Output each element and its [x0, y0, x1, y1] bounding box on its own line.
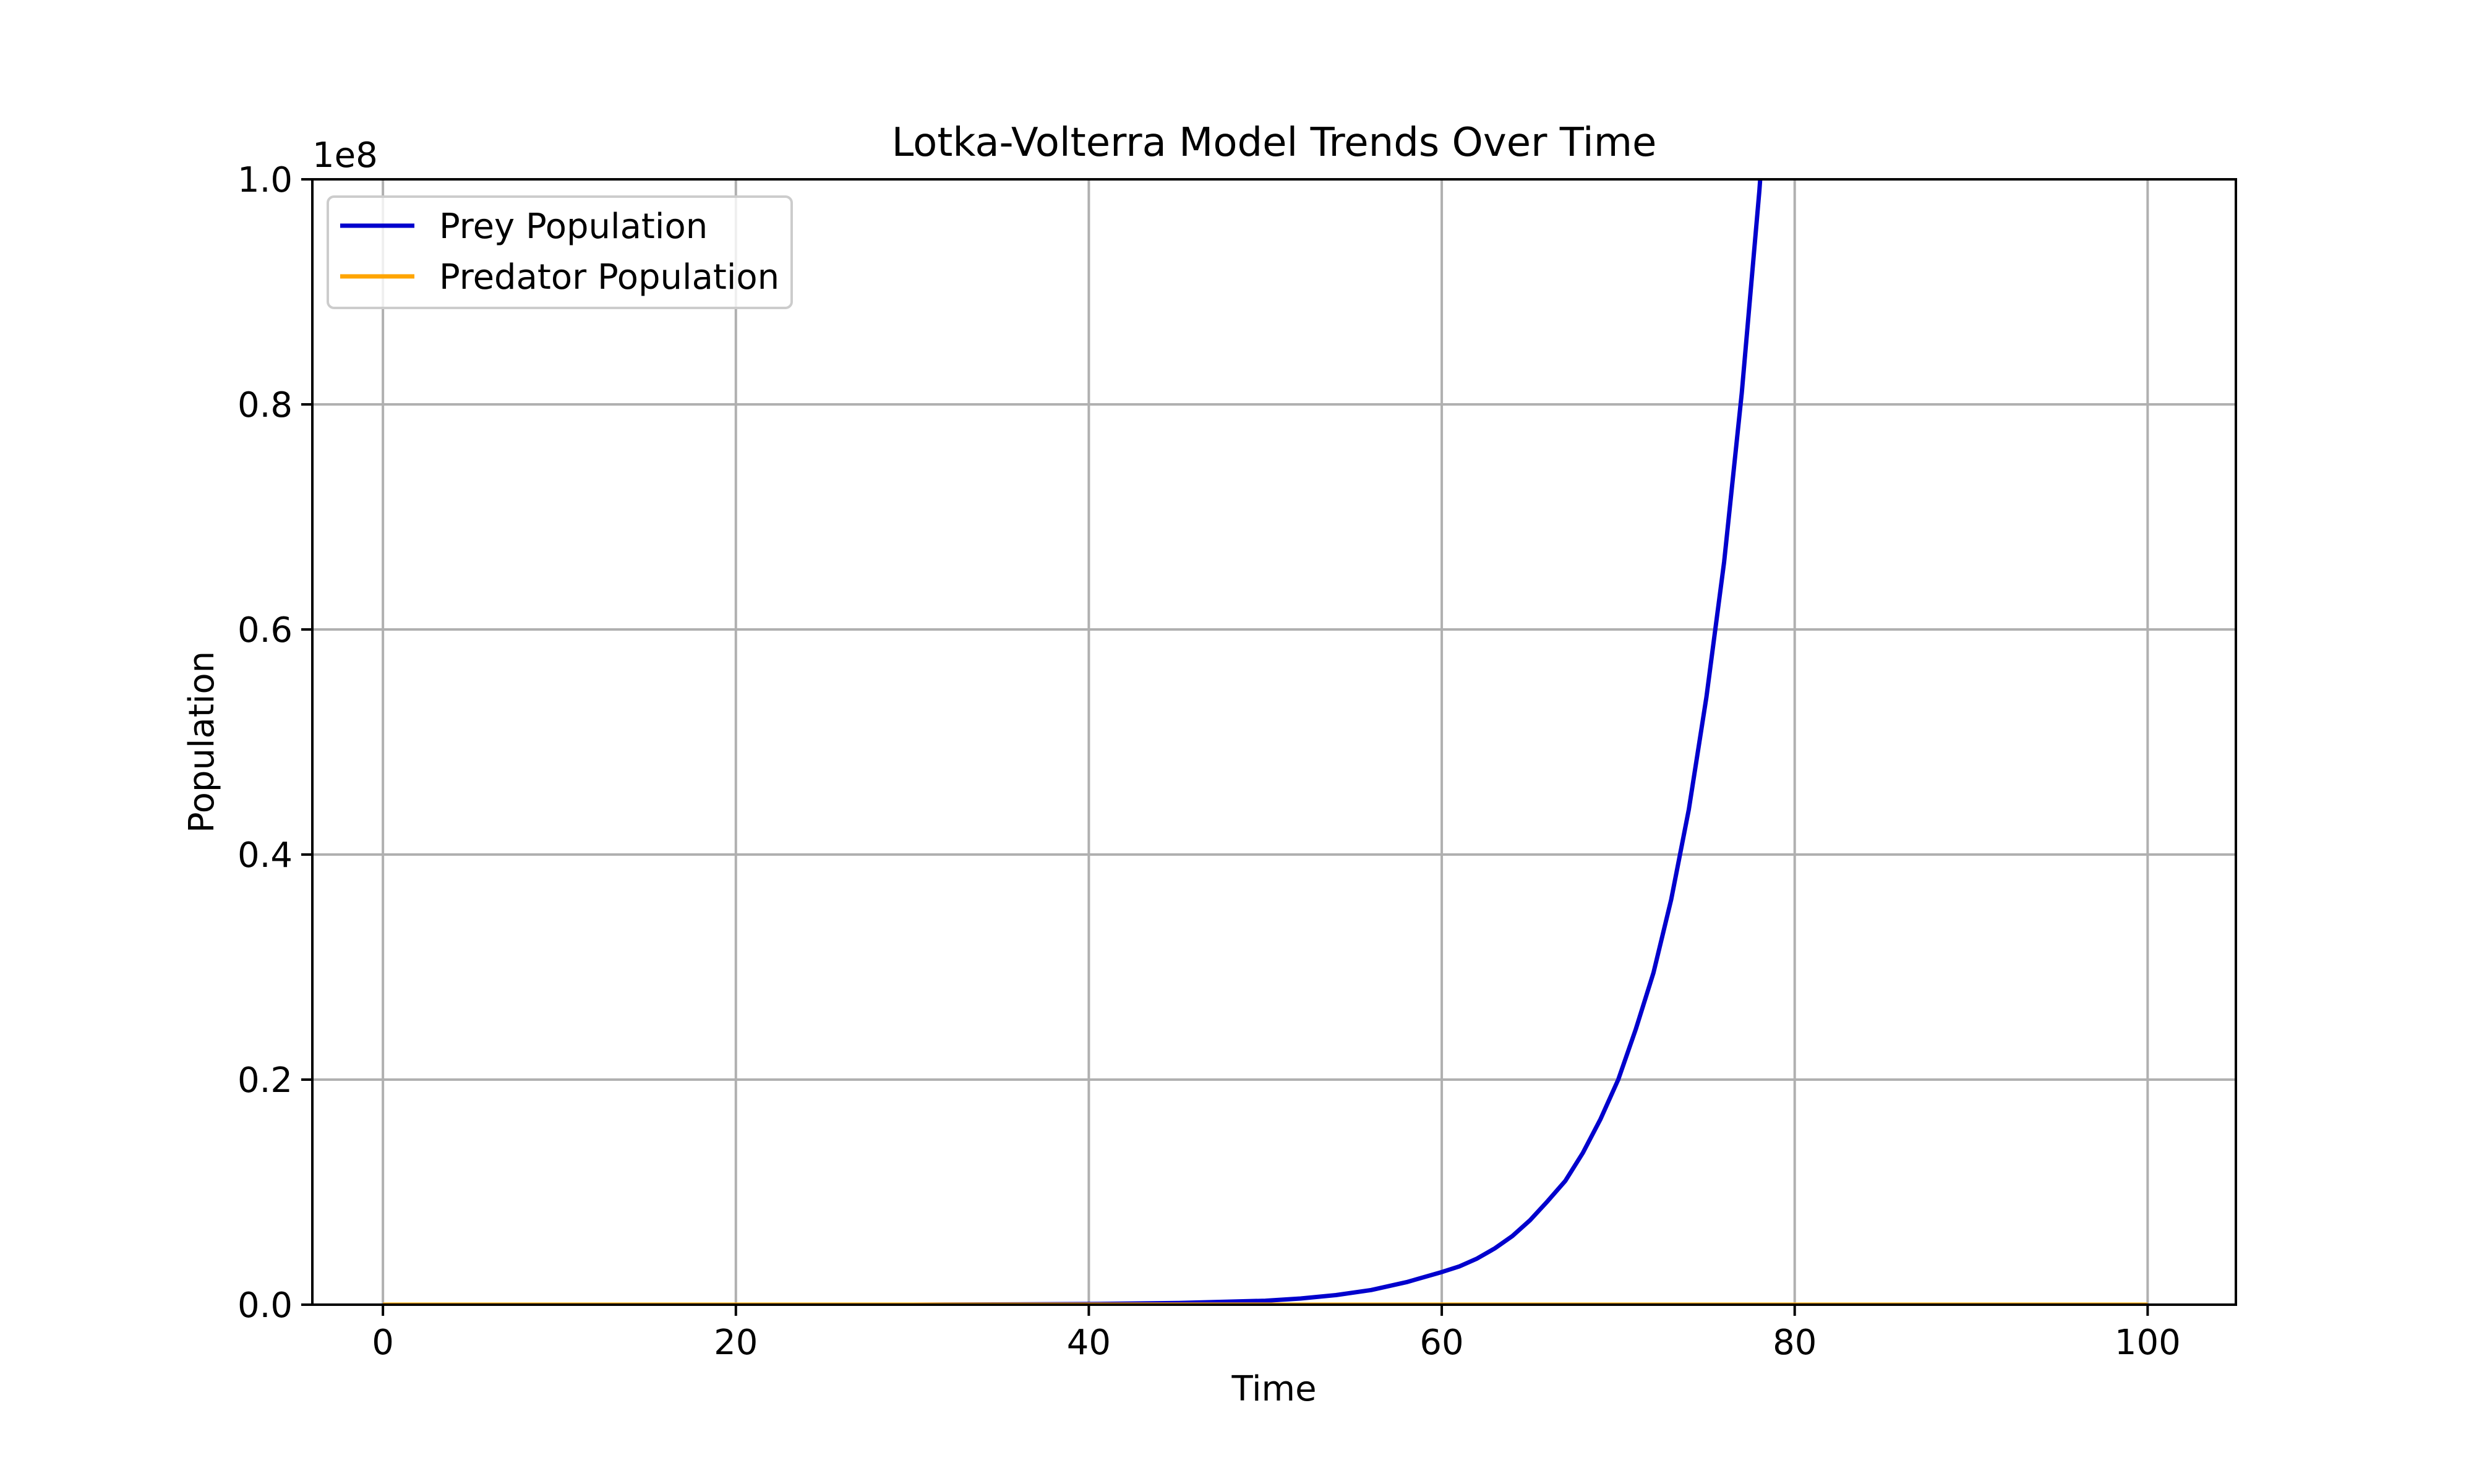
x-tick-label: 20: [714, 1323, 758, 1363]
y-axis-offset-label: 1e8: [312, 135, 378, 176]
legend-label-prey: Prey Population: [439, 207, 708, 247]
x-tick-label: 0: [372, 1323, 394, 1363]
chart-title: Lotka-Volterra Model Trends Over Time: [892, 120, 1657, 166]
plot-frame: [311, 178, 2237, 1306]
y-tick-label: 0.4: [238, 835, 293, 876]
series-layer: [383, 179, 2148, 1305]
y-tick-label: 0.2: [238, 1060, 293, 1101]
y-axis-ticks: 0.0 0.2 0.4 0.6 0.8 1.0: [238, 160, 312, 1326]
x-tick-label: 100: [2115, 1323, 2181, 1363]
y-tick-label: 0.6: [238, 610, 293, 650]
y-tick-label: 0.0: [238, 1286, 293, 1326]
legend-box: [327, 195, 793, 309]
y-tick-label: 0.8: [238, 385, 293, 425]
y-tick-label: 1.0: [238, 160, 293, 200]
legend-label-predator: Predator Population: [439, 257, 779, 297]
y-axis-label: Population: [182, 651, 222, 833]
x-tick-label: 60: [1419, 1323, 1463, 1363]
x-axis-ticks: 0 20 40 60 80 100: [372, 1305, 2181, 1363]
x-tick-label: 40: [1067, 1323, 1111, 1363]
x-axis-label: Time: [1231, 1369, 1316, 1409]
x-tick-label: 80: [1773, 1323, 1817, 1363]
legend: Prey Population Predator Population: [327, 195, 793, 309]
plot-area: [312, 179, 2236, 1305]
